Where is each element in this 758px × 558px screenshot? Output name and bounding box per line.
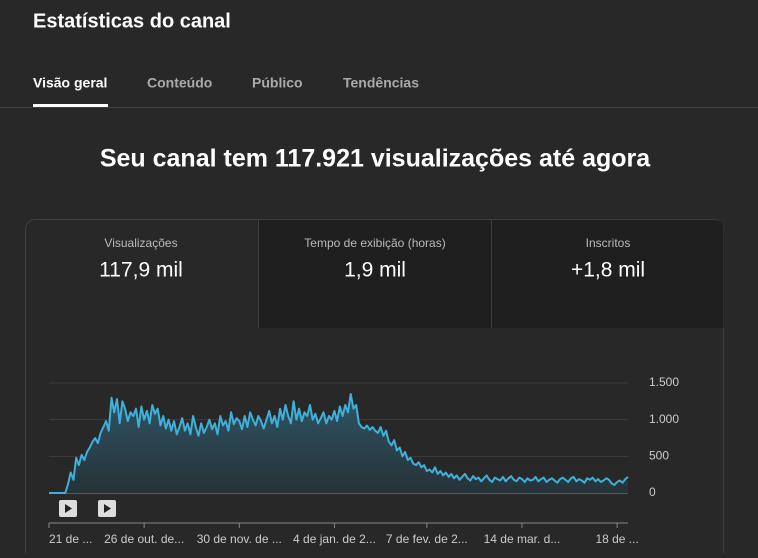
y-tick-label: 1.000 bbox=[649, 412, 679, 426]
page-title: Estatísticas do canal bbox=[33, 10, 231, 32]
tab[interactable]: Visão geral bbox=[33, 75, 107, 91]
marker-icon bbox=[104, 504, 111, 513]
metric-label[interactable]: Visualizações bbox=[104, 236, 177, 250]
tab[interactable]: Público bbox=[252, 75, 303, 91]
x-tick-label: 14 de mar. d... bbox=[484, 532, 561, 546]
x-tick-label: 26 de out. de... bbox=[104, 532, 184, 546]
x-tick-label: 18 de ... bbox=[595, 532, 638, 546]
marker-icon bbox=[65, 504, 72, 513]
metric-label[interactable]: Tempo de exibição (horas) bbox=[304, 236, 445, 250]
x-tick-label: 7 de fev. de 2... bbox=[386, 532, 468, 546]
metric-value[interactable]: +1,8 mil bbox=[571, 259, 645, 282]
y-tick-label: 0 bbox=[649, 485, 656, 499]
line bbox=[49, 393, 629, 494]
tab[interactable]: Conteúdo bbox=[147, 75, 212, 91]
x-tick-label: 21 de ... bbox=[49, 532, 92, 546]
divider bbox=[0, 107, 758, 108]
metric-value[interactable]: 1,9 mil bbox=[344, 259, 406, 282]
y-tick-label: 500 bbox=[649, 449, 669, 463]
tab[interactable]: Tendências bbox=[343, 75, 419, 91]
headline: Seu canal tem 117.921 visualizações até … bbox=[100, 145, 651, 173]
metric-divider bbox=[491, 220, 492, 328]
x-tick-label: 4 de jan. de 2... bbox=[293, 532, 376, 546]
y-tick-label: 1.500 bbox=[649, 375, 679, 389]
metric-bg bbox=[258, 220, 724, 328]
tab-underline bbox=[33, 104, 108, 107]
metric-value[interactable]: 117,9 mil bbox=[99, 259, 183, 282]
metric-divider bbox=[258, 220, 259, 328]
chart: 0 500 1.000 1.500 21 de ... 26 de out. de... 3… bbox=[48, 375, 679, 546]
x-tick-label: 30 de nov. de ... bbox=[197, 532, 282, 546]
annotation-markers bbox=[59, 500, 116, 517]
metric-label[interactable]: Inscritos bbox=[586, 236, 631, 250]
